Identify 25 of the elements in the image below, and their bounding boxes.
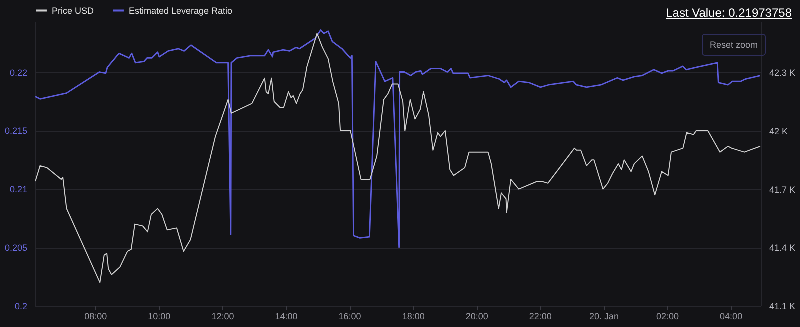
y-tick-label: 0.215 <box>4 126 28 136</box>
x-tick-label: 14:00 <box>275 312 298 322</box>
y-tick-label: 0.22 <box>10 68 28 78</box>
x-tick-label: 10:00 <box>148 312 171 322</box>
y-tick-label: 0.205 <box>4 243 28 254</box>
y-tick-label: 0.2 <box>14 302 28 312</box>
y2-tick-label: 42 K <box>770 126 788 136</box>
legend-label: Estimated Leverage Ratio <box>129 6 233 16</box>
x-tick-label: 04:00 <box>720 312 743 322</box>
x-tick-label: 02:00 <box>656 312 680 322</box>
x-tick-label: 20:00 <box>466 312 488 322</box>
y-tick-label: 0.21 <box>10 184 28 195</box>
x-tick-label: 16:00 <box>338 312 362 322</box>
x-tick-label: 18:00 <box>402 312 425 322</box>
y2-tick-label: 41.4 K <box>770 243 796 254</box>
legend-label: Price USD <box>52 6 95 16</box>
y2-tick-label: 42.3 K <box>770 68 796 78</box>
y2-tick-label: 41.1 K <box>770 302 796 312</box>
x-tick-label: 12:00 <box>212 312 234 322</box>
x-tick-label: 20. Jan <box>589 312 619 322</box>
y2-tick-label: 41.7 K <box>770 184 796 195</box>
reset-zoom-button: Reset zoom <box>702 34 766 56</box>
x-tick-label: 08:00 <box>84 312 108 322</box>
text: Last Value: 0.21973758 <box>666 6 792 20</box>
x-tick-label: 22:00 <box>529 312 552 322</box>
